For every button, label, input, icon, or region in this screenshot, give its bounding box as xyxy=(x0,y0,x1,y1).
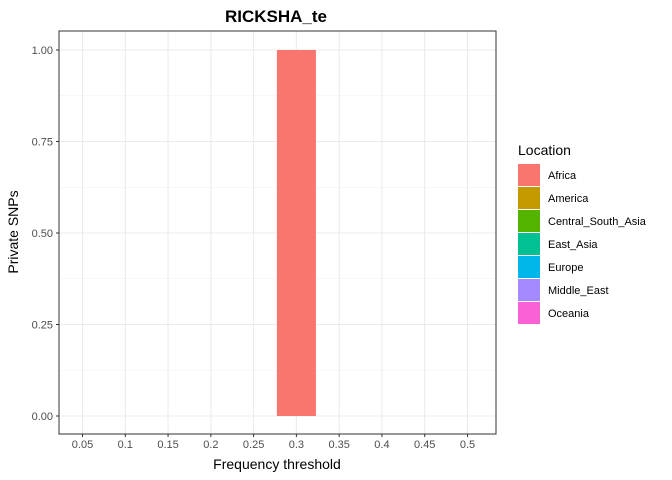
x-tick-label: 0.5 xyxy=(460,439,475,451)
legend-label-america: America xyxy=(548,193,589,205)
legend-key-america xyxy=(518,187,540,209)
legend-key-oceania xyxy=(518,302,540,324)
y-tick-label: 0.50 xyxy=(32,228,53,240)
x-tick-label: 0.45 xyxy=(414,439,435,451)
y-axis: 0.00 0.25 0.50 0.75 1.00 xyxy=(32,45,59,423)
x-tick-label: 0.25 xyxy=(243,439,264,451)
legend-label-central-south-asia: Central_South_Asia xyxy=(548,216,647,228)
legend-title: Location xyxy=(518,142,571,158)
x-tick-label: 0.1 xyxy=(118,439,133,451)
legend-label-europe: Europe xyxy=(548,262,583,274)
y-tick-label: 0.00 xyxy=(32,411,53,423)
x-tick-label: 0.4 xyxy=(374,439,389,451)
y-tick-label: 1.00 xyxy=(32,45,53,57)
legend-key-central-south-asia xyxy=(518,210,540,232)
legend: Africa America Central_South_Asia East_Asia… xyxy=(518,164,647,324)
legend-key-africa xyxy=(518,164,540,186)
y-tick-label: 0.25 xyxy=(32,320,53,332)
x-tick-label: 0.05 xyxy=(72,439,93,451)
legend-key-europe xyxy=(518,256,540,278)
x-tick-label: 0.15 xyxy=(157,439,178,451)
x-tick-label: 0.2 xyxy=(203,439,218,451)
x-tick-label: 0.35 xyxy=(328,439,349,451)
legend-label-africa: Africa xyxy=(548,170,577,182)
y-axis-title: Private SNPs xyxy=(5,190,21,273)
y-tick-label: 0.75 xyxy=(32,137,53,149)
legend-label-oceania: Oceania xyxy=(548,308,590,320)
legend-key-east-asia xyxy=(518,233,540,255)
x-axis: 0.05 0.1 0.15 0.2 0.25 0.3 0.35 0.4 0.45 0.5 xyxy=(72,434,475,451)
chart-title: RICKSHA_te xyxy=(225,7,327,26)
x-axis-title: Frequency threshold xyxy=(213,456,341,472)
bars xyxy=(276,50,316,416)
legend-label-middle-east: Middle_East xyxy=(548,285,609,297)
legend-label-east-asia: East_Asia xyxy=(548,239,598,251)
grid-major xyxy=(59,31,496,434)
legend-key-middle-east xyxy=(518,279,540,301)
x-tick-label: 0.3 xyxy=(289,439,304,451)
bar-africa-0.3 xyxy=(276,50,316,416)
